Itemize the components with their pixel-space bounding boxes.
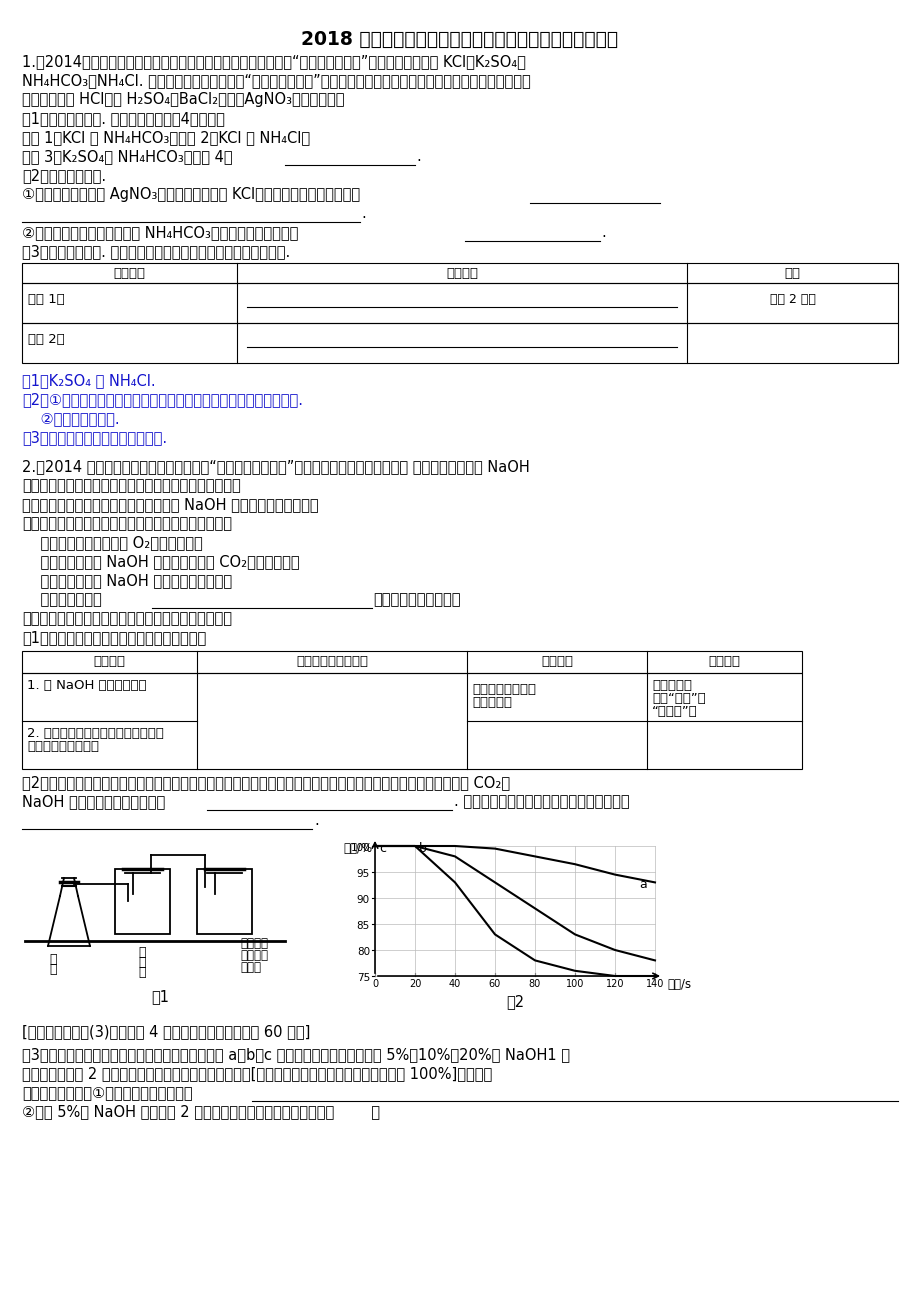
- Bar: [22, 323, 897, 363]
- Text: 2. 向冷却后的溶液中滴入酚酞，并滴: 2. 向冷却后的溶液中滴入酚酞，并滴: [27, 727, 164, 740]
- Text: 你认为可能还与: 你认为可能还与: [22, 592, 102, 607]
- Text: .: .: [415, 148, 420, 164]
- Text: 100: 100: [565, 979, 584, 990]
- Text: 乙同学：可能是 NaOH 溶液与空气中的 CO₂发生了反应；: 乙同学：可能是 NaOH 溶液与空气中的 CO₂发生了反应；: [22, 553, 300, 569]
- Text: 实验现象: 实验现象: [540, 655, 573, 668]
- Text: 儿红色消失: 儿红色消失: [471, 697, 512, 710]
- Text: ②稀盐酸或稀硫酸.: ②稀盐酸或稀硫酸.: [22, 411, 119, 426]
- Text: 钒: 钒: [138, 966, 145, 979]
- Text: 甲同学猜想: 甲同学猜想: [652, 680, 691, 691]
- Text: 假设 2 成立: 假设 2 成立: [768, 293, 814, 306]
- Text: 90: 90: [357, 894, 369, 905]
- Text: 实验步骤: 实验步骤: [94, 655, 125, 668]
- Text: 120: 120: [605, 979, 624, 990]
- Text: “不正确”）: “不正确”）: [652, 704, 697, 717]
- Text: 0: 0: [371, 979, 378, 990]
- Text: 液，然后各滴加 2 滴酚酞试液。溶液颜色的变化曲线如图[说明：溶液无色时色度值（透过率）为 100%]。请你观: 液，然后各滴加 2 滴酚酞试液。溶液颜色的变化曲线如图[说明：溶液无色时色度值（…: [22, 1066, 492, 1081]
- Text: . 甲同学认为乙同学的实验不够严谨，理由是: . 甲同学认为乙同学的实验不够严谨，理由是: [453, 794, 629, 809]
- Text: 限选试剂：稀 HCl，稀 H₂SO₄，BaCl₂溶液，AgNO₃溶液，蕌馏水: 限选试剂：稀 HCl，稀 H₂SO₄，BaCl₂溶液，AgNO₃溶液，蕌馏水: [22, 92, 344, 107]
- Text: NH₄HCO₃，NH₄Cl. 同学们制得了成分不同的“钔，氮复合肖料”，从中抒取一份作为样品探究其成分，请回答有关问题: NH₄HCO₃，NH₄Cl. 同学们制得了成分不同的“钔，氮复合肖料”，从中抒取…: [22, 73, 530, 89]
- Text: （2）乙同学设计如图装置进行实验，一段时间后，试管中溶液的红色褮去，于是认定自己的猜想是正确的。请写出 CO₂与: （2）乙同学设计如图装置进行实验，一段时间后，试管中溶液的红色褮去，于是认定自己…: [22, 775, 509, 790]
- Text: 甲同学：可能是酚酞与 O₂发生了反应；: 甲同学：可能是酚酞与 O₂发生了反应；: [22, 535, 202, 549]
- Text: 140: 140: [645, 979, 664, 990]
- Text: NaOH 溶液反应的化学方程式：: NaOH 溶液反应的化学方程式：: [22, 794, 165, 809]
- Text: 假设 1：KCl 和 NH₄HCO₃；假设 2：KCl 和 NH₄Cl；: 假设 1：KCl 和 NH₄HCO₃；假设 2：KCl 和 NH₄Cl；: [22, 130, 310, 145]
- Text: 【设计实验】三位同学分别设计实验验证自己的猜想：: 【设计实验】三位同学分别设计实验验证自己的猜想：: [22, 611, 232, 626]
- Text: 95: 95: [357, 868, 369, 879]
- Text: 察右图回答问题。①写出两条规律性结论：: 察右图回答问题。①写出两条规律性结论：: [22, 1085, 192, 1100]
- Text: （1）甲同学设计了如下实验，请你填写下来。: （1）甲同学设计了如下实验，请你填写下来。: [22, 630, 206, 644]
- Text: 滴有酚酞: 滴有酚酞: [240, 937, 267, 950]
- Text: 85: 85: [357, 921, 369, 931]
- Text: 100: 100: [350, 842, 369, 853]
- Text: （3）完成实验方案. 请填写实验操作，与表中结论相符的预期现象.: （3）完成实验方案. 请填写实验操作，与表中结论相符的预期现象.: [22, 243, 289, 259]
- Bar: [22, 263, 897, 283]
- Text: .: .: [360, 206, 366, 221]
- Text: ②乙同学提出先确定是否含有 NH₄HCO₃，则可以选择的试剂是: ②乙同学提出先确定是否含有 NH₄HCO₃，则可以选择的试剂是: [22, 225, 298, 240]
- Text: 1.（2014广州）同学们在实验室用混合两种固体药品的办法自制“钔，氮复合肖料”，使用到的药品有 KCl，K₂SO₄，: 1.（2014广州）同学们在实验室用混合两种固体药品的办法自制“钔，氮复合肖料”…: [22, 53, 526, 69]
- Text: 实验结论: 实验结论: [708, 655, 740, 668]
- Text: 碳: 碳: [138, 947, 145, 960]
- Bar: [115, 868, 170, 934]
- Text: 一些植物油在其上方: 一些植物油在其上方: [27, 740, 99, 753]
- Text: 步骤 1：: 步骤 1：: [28, 293, 64, 306]
- Text: 步骤 2：: 步骤 2：: [28, 333, 64, 346]
- Text: 有关（写一条即可）。: 有关（写一条即可）。: [372, 592, 460, 607]
- Text: 丙同学：可能与 NaOH 溶液浓度大小有关；: 丙同学：可能与 NaOH 溶液浓度大小有关；: [22, 573, 232, 589]
- Text: 盐: 盐: [50, 953, 57, 966]
- Text: 假设 3：K₂SO₄和 NH₄HCO₃；假设 4：: 假设 3：K₂SO₄和 NH₄HCO₃；假设 4：: [22, 148, 233, 164]
- Text: 设计这一步骤的目的: 设计这一步骤的目的: [296, 655, 368, 668]
- Text: 结论: 结论: [784, 267, 800, 280]
- Bar: [22, 283, 897, 323]
- Text: ①甲同学先提出先用 AgNO₃溶液确定是否含有 KCl，你是否同意并说出理由：: ①甲同学先提出先用 AgNO₃溶液确定是否含有 KCl，你是否同意并说出理由：: [22, 187, 359, 202]
- Text: 【猜想与假设】他们分别对这种意外现象作如下猜想：: 【猜想与假设】他们分别对这种意外现象作如下猜想：: [22, 516, 232, 531]
- Text: （2）①不同意，因为氯化锨和碀酸銀反应也能够生成白色沉淠氯化銀.: （2）①不同意，因为氯化锨和碀酸銀反应也能够生成白色沉淠氯化銀.: [22, 392, 302, 408]
- Text: c: c: [379, 842, 386, 855]
- Text: 色度/%: 色度/%: [344, 842, 372, 855]
- Text: 酸: 酸: [138, 956, 145, 969]
- Text: ②推测 5%的 NaOH 溶液滴加 2 滴酚酞试液后褮为无色的时间约为（        ）: ②推测 5%的 NaOH 溶液滴加 2 滴酚酞试液后褮为无色的时间约为（ ）: [22, 1104, 380, 1118]
- Text: 2.（2014 安徽）某研究性学习小组在验证“硷使酚酞试液变红”的实验时，发现一个意外现象 将酚酞试液滴入某 NaOH: 2.（2014 安徽）某研究性学习小组在验证“硷使酚酞试液变红”的实验时，发现一…: [22, 460, 529, 474]
- Bar: [22, 651, 801, 673]
- Text: .: .: [600, 225, 605, 240]
- Text: 图2: 图2: [505, 993, 524, 1009]
- Text: 实验操作: 实验操作: [113, 267, 145, 280]
- Text: 75: 75: [357, 973, 369, 983]
- Text: b: b: [418, 842, 426, 855]
- Text: 60: 60: [488, 979, 501, 990]
- Text: （2）形成设计思路.: （2）形成设计思路.: [22, 168, 106, 184]
- Bar: [22, 673, 801, 769]
- Text: 20: 20: [408, 979, 421, 990]
- Text: 预期现象: 预期现象: [446, 267, 478, 280]
- Text: 80: 80: [528, 979, 540, 990]
- Text: a: a: [639, 879, 646, 892]
- Text: 的氮氧化: 的氮氧化: [240, 949, 267, 962]
- Text: [注意：若答对第(3)小题奖励 4 分，化学试卷总分不超过 60 分。]: [注意：若答对第(3)小题奖励 4 分，化学试卷总分不超过 60 分。]: [22, 1023, 310, 1039]
- Text: 溶液中，溶液变成了红色，可是过一会儿红色却消失了。: 溶液中，溶液变成了红色，可是过一会儿红色却消失了。: [22, 478, 241, 493]
- Text: .: .: [313, 812, 318, 828]
- Text: 图1: 图1: [151, 990, 169, 1004]
- Text: （3）丙同学使用了色度传感器测溶液的颜色。他在 a、b、c 三个比色皿中分别加入等量 5%、10%、20%的 NaOH1 溶: （3）丙同学使用了色度传感器测溶液的颜色。他在 a、b、c 三个比色皿中分别加入…: [22, 1047, 570, 1062]
- Text: （1）提出合理假设. 所抒样品的成分有4种可能：: （1）提出合理假设. 所抒样品的成分有4种可能：: [22, 111, 224, 126]
- Text: 钓溶液: 钓溶液: [240, 961, 261, 974]
- Text: （填“正确”或: （填“正确”或: [652, 691, 705, 704]
- Text: （1）K₂SO₄ 和 NH₄Cl.: （1）K₂SO₄ 和 NH₄Cl.: [22, 372, 155, 388]
- Text: 时间/s: 时间/s: [666, 978, 690, 991]
- Text: （3）不产生气泡；不产生白色沉淠.: （3）不产生气泡；不产生白色沉淠.: [22, 430, 167, 445]
- Text: 酸: 酸: [50, 963, 57, 976]
- Text: 2018 年中考化学真题按知识点分类汇编：实验探究题专题: 2018 年中考化学真题按知识点分类汇编：实验探究题专题: [301, 30, 618, 49]
- Text: 40: 40: [448, 979, 460, 990]
- Text: 【提出问题】是什么原因导致滴有酚酞的 NaOH 溶液由红色褮为无色？: 【提出问题】是什么原因导致滴有酚酞的 NaOH 溶液由红色褮为无色？: [22, 497, 318, 512]
- Text: 1. 将 NaOH 溶液加热煮永: 1. 将 NaOH 溶液加热煮永: [27, 680, 146, 691]
- Text: 80: 80: [357, 947, 369, 957]
- Text: 溶液变红，过一会: 溶液变红，过一会: [471, 684, 536, 697]
- Bar: [197, 868, 252, 934]
